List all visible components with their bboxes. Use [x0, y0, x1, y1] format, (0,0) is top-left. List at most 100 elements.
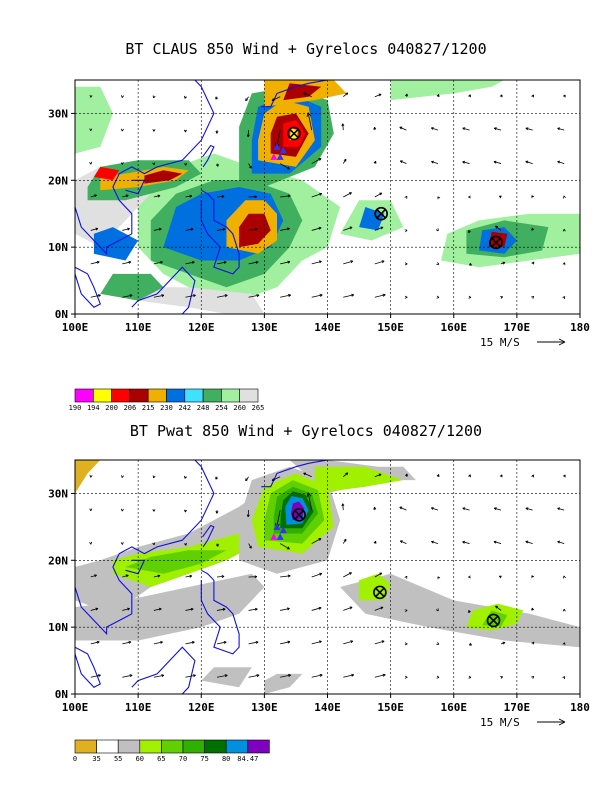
wind-vector: [399, 126, 407, 131]
wind-vector: [271, 96, 281, 101]
wind-vector: [248, 575, 258, 579]
wind-vector: [215, 163, 219, 167]
colorbar-label: 254: [215, 404, 228, 412]
x-tick-label: 180: [570, 701, 590, 714]
wind-vector: [557, 540, 565, 544]
wind-vector: [280, 607, 290, 611]
wind-vector: [248, 163, 252, 169]
wind-vector: [121, 95, 125, 98]
wind-vector: [246, 130, 250, 138]
x-tick-label: 170E: [504, 321, 531, 334]
wind-vector: [248, 294, 260, 298]
wind-vector: [216, 195, 225, 199]
wind-vector: [437, 576, 441, 580]
shaded-field: [239, 213, 271, 248]
wind-vector: [468, 195, 471, 199]
wind-vector: [495, 605, 502, 611]
track-marker: [276, 153, 284, 160]
colorbar-swatch: [225, 739, 249, 754]
wind-vector: [184, 95, 187, 99]
wind-vector: [311, 260, 322, 265]
wind-vector: [185, 227, 194, 231]
wind-vector: [374, 640, 385, 645]
wind-vector: [435, 608, 439, 612]
wind-vector: [216, 607, 226, 611]
wind-vector: [373, 506, 377, 511]
wind-vector: [468, 474, 471, 478]
wind-vector: [437, 196, 441, 200]
wind-vector: [311, 192, 323, 198]
coastline: [200, 189, 240, 275]
claus-colorbar: 190 194 200 206 215 230 242 248 254 260 265: [69, 388, 264, 412]
wind-vector: [248, 227, 258, 231]
wind-vector: [435, 228, 439, 232]
wind-vector: [468, 94, 471, 98]
wind-vector: [399, 540, 407, 544]
wind-vector: [431, 160, 439, 164]
colorbar-swatch: [74, 388, 94, 403]
colorbar-swatch: [117, 739, 141, 754]
colorbar-swatch: [96, 739, 119, 754]
wind-vector: [531, 295, 535, 299]
shaded-field: [144, 170, 183, 184]
wind-vector: [557, 127, 565, 131]
track-marker: [279, 146, 287, 154]
y-tick-label: 30N: [48, 487, 68, 500]
coastline: [200, 569, 240, 655]
shaded-field: [359, 573, 391, 601]
coastline: [202, 144, 215, 168]
wind-vector: [271, 476, 281, 481]
wind-vector: [562, 94, 566, 98]
pwat-map-panel: 100E 110E 120E 130E 140E 150E 160E 170E 180 0N 10N…: [48, 459, 590, 729]
track-marker: [273, 523, 281, 530]
wind-vector: [122, 607, 130, 611]
wind-vector: [500, 675, 504, 679]
wind-vector: [343, 606, 353, 611]
wind-vector: [343, 92, 349, 98]
wind-vector: [499, 195, 502, 199]
wind-vector: [531, 195, 535, 199]
y-tick-label: 10N: [48, 241, 68, 254]
colorbar-label: 60: [136, 755, 144, 763]
wind-vector: [216, 294, 228, 298]
wind-vector: [462, 540, 470, 544]
wind-vector: [399, 160, 407, 164]
wind-vector: [531, 474, 535, 478]
wind-vector: [248, 543, 252, 549]
wind-vector: [280, 574, 291, 578]
coastline: [131, 266, 196, 314]
wind-vector: [303, 92, 312, 98]
coastline: [75, 266, 101, 308]
shaded-field: [359, 207, 385, 231]
wind-vector: [89, 474, 93, 478]
coastline: [244, 80, 259, 81]
colorbar-swatch: [93, 388, 112, 403]
wind-vector: [430, 127, 439, 131]
colorbar-label: 80: [222, 755, 230, 763]
wind-vector: [280, 260, 291, 265]
wind-vector: [90, 574, 97, 578]
colorbar-label: 194: [87, 404, 100, 412]
wind-vector: [120, 161, 124, 165]
y-tick-label: 20N: [48, 554, 68, 567]
coastline: [75, 460, 215, 636]
wind-vector: [303, 472, 312, 478]
colorbar-label: 260: [233, 404, 246, 412]
wind-vector: [341, 123, 345, 131]
wind-vector: [152, 509, 156, 512]
wind-vector: [153, 260, 163, 265]
wind-vector: [90, 640, 100, 645]
x-tick-label: 150E: [377, 321, 404, 334]
wind-vector: [153, 674, 165, 678]
x-tick-label: 120E: [188, 701, 215, 714]
wind-vector: [436, 642, 440, 645]
colorbar-swatch: [74, 739, 97, 754]
wind-vector: [311, 572, 323, 578]
wind-vector: [436, 295, 440, 299]
wind-vector: [531, 94, 535, 98]
y-tick-label: 10N: [48, 621, 68, 634]
wind-vector: [343, 572, 352, 578]
wind-vector: [280, 194, 291, 198]
gyre-location-marker: [292, 508, 306, 522]
wind-vector: [120, 508, 124, 512]
